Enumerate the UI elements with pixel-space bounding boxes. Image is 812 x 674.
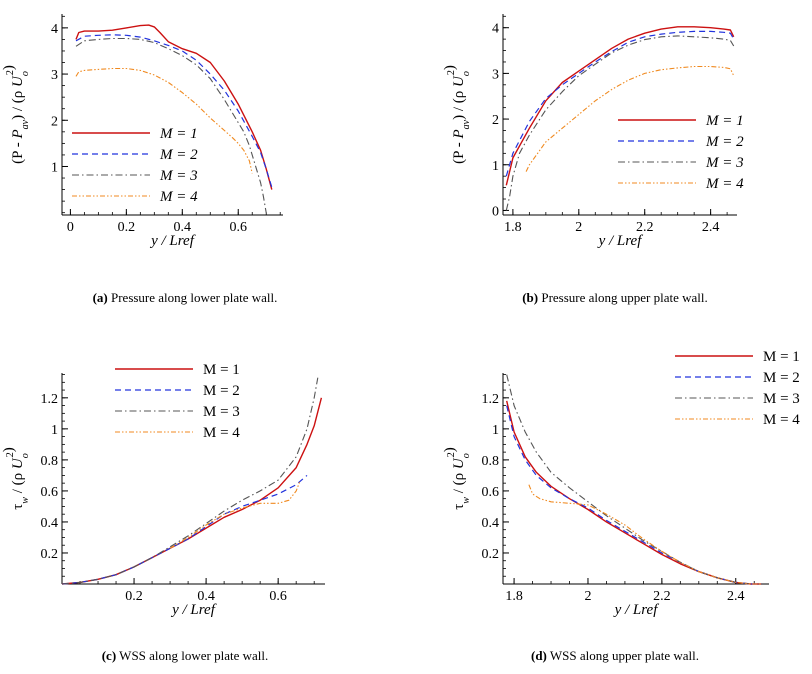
x-tick-label: 2.4 (702, 220, 720, 235)
x-tick-label: 2.2 (636, 220, 654, 235)
y-tick-label: 4 (51, 22, 58, 37)
caption-b: (b) Pressure along upper plate wall. (445, 290, 785, 306)
x-tick-label: 0.2 (118, 220, 136, 235)
series-line-m1 (75, 24, 273, 190)
series-line-m1 (61, 397, 323, 585)
series-line-m4 (528, 484, 762, 585)
caption-d-label: (d) (530, 648, 547, 663)
legend: M = 1 M = 2 M = 3 M = 4 (115, 362, 240, 441)
caption-a-text: Pressure along lower plate wall. (110, 290, 278, 305)
series-line-m2 (61, 474, 308, 585)
x-tick-label: 1.8 (505, 589, 523, 604)
legend-label-m1: M = 1 (159, 126, 198, 142)
legend-label-m3: M = 3 (763, 391, 800, 407)
legend-label-m2: M = 2 (159, 147, 198, 163)
x-tick-label: 0.6 (229, 220, 247, 235)
y-tick-label: 1 (51, 423, 58, 438)
series-line-m2 (506, 405, 762, 585)
y-tick-label: 1 (492, 159, 499, 174)
y-tick-label: 3 (492, 67, 499, 82)
legend-label-m4: M = 4 (203, 425, 240, 441)
legend: M = 1 M = 2 M = 3 M = 4 (618, 113, 744, 192)
legend-label-m3: M = 3 (705, 155, 744, 171)
x-tick-label: 0.4 (174, 220, 192, 235)
y-tick-label: 0.2 (41, 547, 59, 562)
x-tick-label: 2 (584, 589, 591, 604)
y-axis-label: τw / (ρ Uo2) (442, 447, 472, 509)
y-tick-label: 0.6 (482, 485, 500, 500)
x-tick-label: 0.6 (269, 589, 287, 604)
chart-panel-b: 1.8 2 2.2 2.4 0 1 2 3 4 y / Lref (P - Pav) / (ρ Uo… (442, 14, 744, 249)
y-axis-label: τw / (ρ Uo2) (1, 447, 31, 509)
caption-c: (c) WSS along lower plate wall. (30, 648, 340, 664)
caption-a: (a) Pressure along lower plate wall. (30, 290, 340, 306)
legend-label-m1: M = 1 (763, 349, 800, 365)
x-tick-label: 2.2 (653, 589, 671, 604)
series-line-m3 (61, 377, 319, 585)
legend-label-m2: M = 2 (203, 383, 240, 399)
caption-b-text: Pressure along upper plate wall. (541, 290, 708, 305)
y-tick-label: 0.8 (41, 454, 59, 469)
y-tick-label: 2 (51, 114, 58, 129)
y-tick-label: 2 (492, 113, 499, 128)
legend-label-m1: M = 1 (705, 113, 744, 129)
y-tick-label: 0.8 (482, 454, 500, 469)
caption-b-label: (b) (522, 290, 539, 305)
series-line-m2 (505, 30, 735, 177)
series-line-m3 (506, 374, 762, 585)
caption-d: (d) WSS along upper plate wall. (445, 648, 785, 664)
legend-label-m3: M = 3 (159, 168, 198, 184)
x-axis-label: y / Lref (613, 602, 660, 618)
legend-label-m4: M = 4 (705, 176, 744, 192)
caption-c-text: WSS along lower plate wall. (119, 648, 269, 663)
x-tick-label: 0 (67, 220, 74, 235)
legend-label-m2: M = 2 (763, 370, 800, 386)
legend-label-m2: M = 2 (705, 134, 744, 150)
series-line-m1 (505, 26, 735, 186)
y-tick-label: 0.4 (482, 516, 500, 531)
y-axis-label: (P - Pav) / (ρ Uo2) (442, 65, 472, 164)
legend-label-m4: M = 4 (159, 189, 198, 205)
y-tick-label: 3 (51, 68, 58, 83)
x-axis-label: y / Lref (597, 233, 644, 249)
series-line-m3 (505, 35, 735, 211)
x-tick-label: 2 (575, 220, 582, 235)
y-tick-label: 0.4 (41, 516, 59, 531)
x-tick-label: 0.4 (197, 589, 215, 604)
y-tick-label: 0.6 (41, 485, 59, 500)
x-tick-label: 2.4 (727, 589, 745, 604)
series-line-m4 (169, 481, 301, 549)
x-axis-label: y / Lref (149, 233, 196, 249)
x-tick-label: 0.2 (125, 589, 143, 604)
chart-panel-d: 1.8 2 2.2 2.4 0.2 0.4 0.6 0.8 1 1.2 y / Lref τw / (… (442, 349, 800, 618)
legend-label-m3: M = 3 (203, 404, 240, 420)
caption-d-text: WSS along upper plate wall. (549, 648, 699, 663)
legend-label-m1: M = 1 (203, 362, 240, 378)
series-line-m1 (506, 400, 762, 585)
y-tick-label: 0 (492, 204, 499, 219)
series-line-m2 (75, 34, 273, 188)
y-tick-label: 0.2 (482, 547, 500, 562)
caption-c-label: (c) (101, 648, 117, 663)
y-tick-label: 1 (51, 160, 58, 175)
chart-panel-c: 0.2 0.4 0.6 0.2 0.4 0.6 0.8 1 1.2 y / Lref τw / (ρ… (1, 362, 325, 618)
legend: M = 1 M = 2 M = 3 M = 4 (72, 126, 198, 205)
y-tick-label: 4 (492, 22, 499, 37)
series-line-m4 (525, 65, 735, 172)
x-axis-label: y / Lref (170, 602, 217, 618)
y-axis-label: (P - Pav) / (ρ Uo2) (1, 65, 31, 164)
legend: M = 1 M = 2 M = 3 M = 4 (675, 349, 800, 428)
chart-panel-a: 0 0.2 0.4 0.6 1 2 3 4 y / Lref (P - Pav) / (ρ Uo2… (1, 14, 283, 249)
legend-label-m4: M = 4 (763, 412, 800, 428)
y-tick-label: 1.2 (482, 392, 500, 407)
y-tick-label: 1.2 (41, 392, 59, 407)
x-tick-label: 1.8 (504, 220, 522, 235)
y-tick-label: 1 (492, 423, 499, 438)
series-line-m4 (75, 67, 253, 174)
caption-a-label: (a) (92, 290, 108, 305)
